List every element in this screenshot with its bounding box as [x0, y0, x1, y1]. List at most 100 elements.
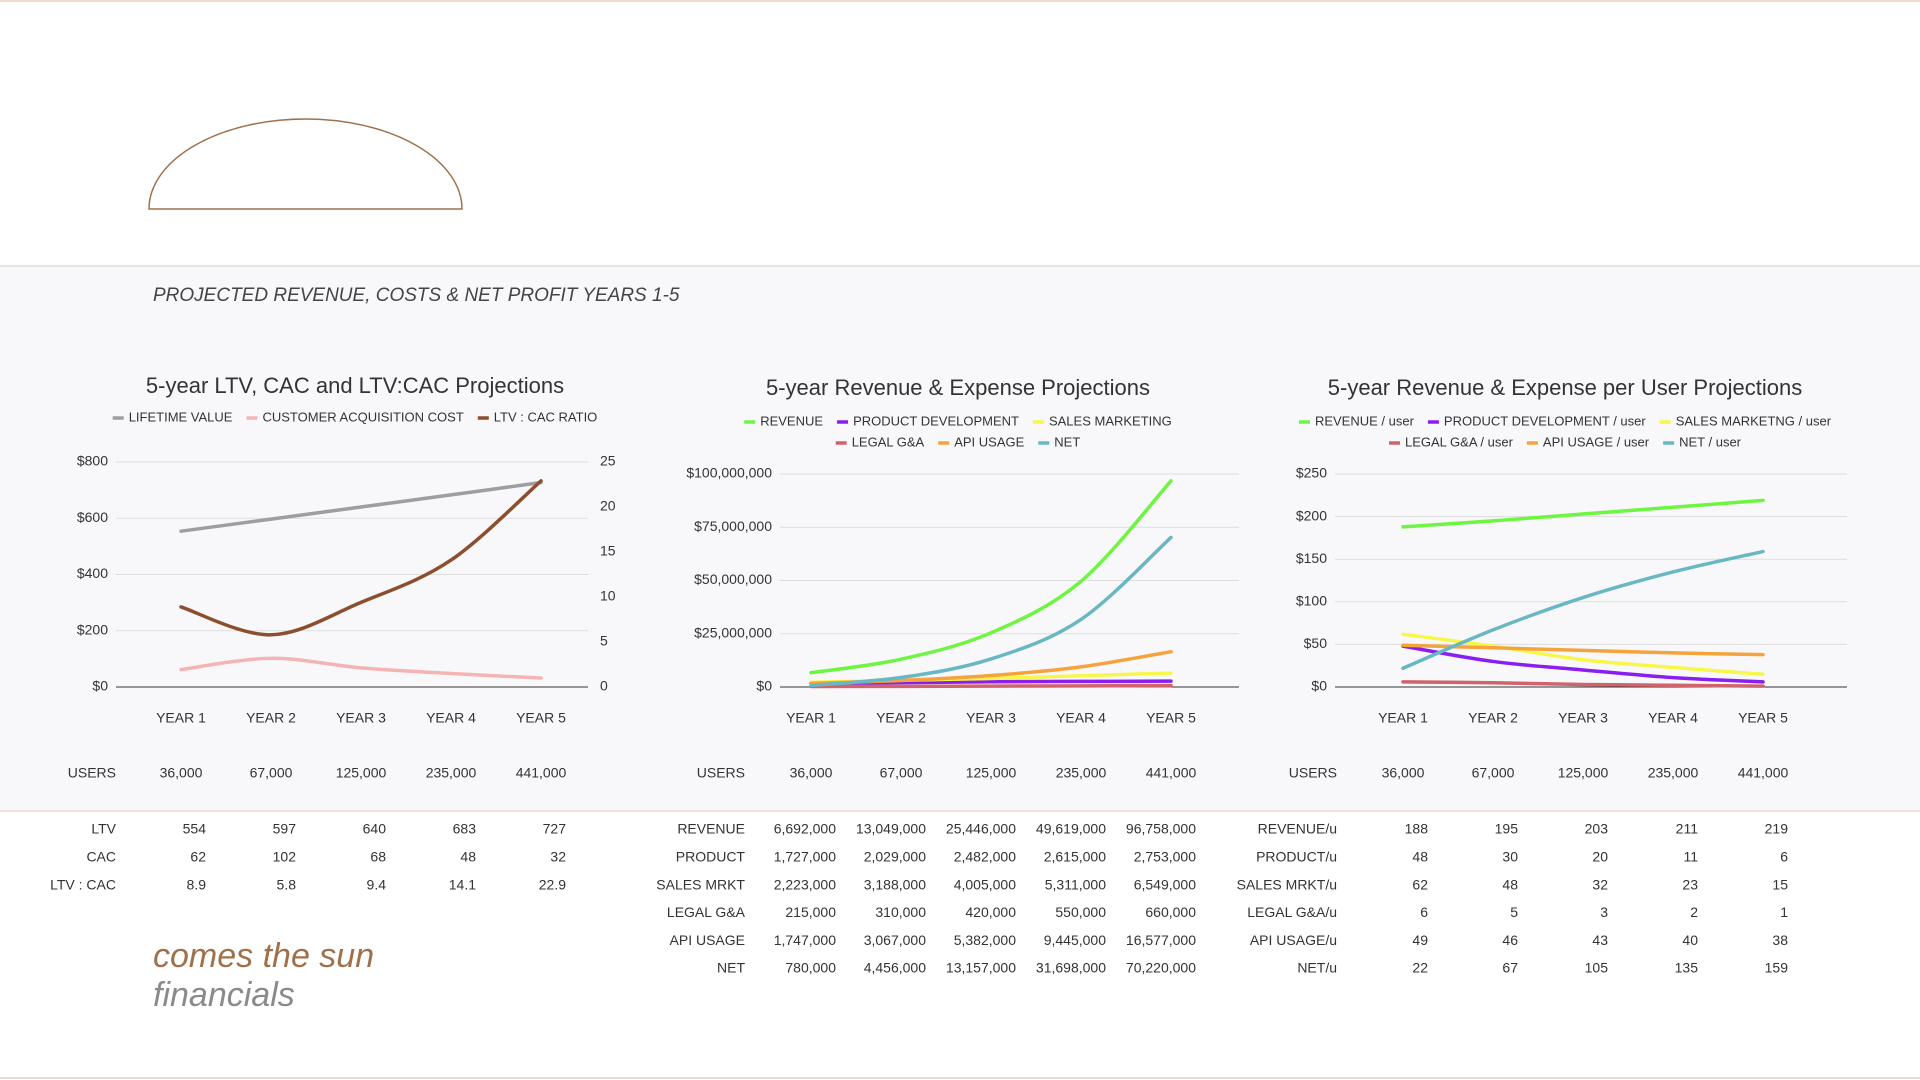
table-row-label: PRODUCT/u [1256, 849, 1337, 865]
y-tick-label: $0 [92, 678, 108, 694]
y-tick-label: $150 [1296, 550, 1327, 566]
table-value: 14.1 [449, 876, 476, 892]
table-value: 13,049,000 [856, 821, 926, 837]
table-value: 727 [543, 821, 567, 837]
users-value: 67,000 [1472, 765, 1515, 781]
y2-tick-label: 0 [600, 678, 608, 694]
table-value: 22.9 [539, 876, 566, 892]
table-value: 219 [1765, 821, 1789, 837]
table-row-label: LTV : CAC [50, 876, 116, 892]
x-tick-label: YEAR 2 [876, 710, 926, 726]
x-tick-label: YEAR 1 [156, 710, 206, 726]
table-row-label: SALES MRKT/u [1237, 876, 1337, 892]
y-tick-label: $50 [1304, 635, 1328, 651]
y-tick-label: $25,000,000 [694, 624, 772, 640]
legend-label: PRODUCT DEVELOPMENT / user [1444, 413, 1646, 428]
table-value: 2,615,000 [1044, 849, 1106, 865]
users-value: 235,000 [1648, 765, 1699, 781]
brand-name: comes the sun [153, 937, 374, 975]
x-tick-label: YEAR 5 [516, 710, 566, 726]
table-value: 2,753,000 [1134, 849, 1196, 865]
table-value: 597 [273, 821, 297, 837]
legend-label: REVENUE [760, 413, 823, 428]
series-line [1401, 680, 1765, 688]
table-value: 195 [1495, 821, 1519, 837]
table-value: 9,445,000 [1044, 932, 1106, 948]
chart-title: 5-year LTV, CAC and LTV:CAC Projections [146, 373, 564, 398]
users-value: 125,000 [1558, 765, 1609, 781]
table-value: 49 [1412, 932, 1428, 948]
table-row-label: LEGAL G&A [667, 904, 746, 920]
table-value: 1,727,000 [774, 849, 836, 865]
users-value: 125,000 [966, 765, 1017, 781]
table-value: 660,000 [1145, 904, 1196, 920]
chart-title: 5-year Revenue & Expense Projections [766, 375, 1150, 400]
table-row-label: PRODUCT [676, 849, 746, 865]
table-value: 48 [1412, 849, 1428, 865]
series-line [179, 479, 543, 637]
legend-label: NET / user [1679, 434, 1742, 449]
y-tick-label: $100 [1296, 593, 1327, 609]
table-value: 159 [1765, 960, 1789, 976]
x-tick-label: YEAR 3 [966, 710, 1016, 726]
table-value: 4,005,000 [954, 876, 1016, 892]
chart-panel [0, 266, 1920, 811]
table-value: 2 [1690, 904, 1698, 920]
table-value: 6 [1420, 904, 1428, 920]
table-value: 683 [453, 821, 477, 837]
table-value: 188 [1405, 821, 1429, 837]
series-line [179, 480, 543, 533]
legend-label: API USAGE / user [1543, 434, 1650, 449]
legend-label: LTV : CAC RATIO [494, 409, 598, 424]
table-value: 5 [1510, 904, 1518, 920]
table-value: 211 [1676, 821, 1699, 837]
chart-title: 5-year Revenue & Expense per User Projec… [1328, 375, 1802, 400]
table-value: 6,692,000 [774, 821, 836, 837]
table-value: 5.8 [277, 876, 297, 892]
series-line [809, 683, 1173, 689]
brand-subtitle: financials [153, 976, 295, 1014]
table-value: 49,619,000 [1036, 821, 1106, 837]
legend-label: CUSTOMER ACQUISITION COST [262, 409, 463, 424]
table-value: 640 [363, 821, 387, 837]
table-value: 38 [1772, 932, 1788, 948]
x-tick-label: YEAR 2 [246, 710, 296, 726]
table-value: 48 [460, 849, 476, 865]
table-row-label: LTV [91, 821, 116, 837]
table-value: 1 [1780, 904, 1788, 920]
y-tick-label: $200 [77, 621, 108, 637]
table-value: 215,000 [785, 904, 836, 920]
legend-label: PRODUCT DEVELOPMENT [853, 413, 1019, 428]
table-value: 8.9 [187, 876, 207, 892]
users-value: 67,000 [880, 765, 923, 781]
y2-tick-label: 20 [600, 498, 616, 514]
table-value: 5,311,000 [1045, 876, 1106, 892]
table-value: 32 [550, 849, 566, 865]
table-value: 15 [1772, 876, 1788, 892]
table-value: 13,157,000 [946, 960, 1016, 976]
y-tick-label: $250 [1296, 465, 1327, 481]
y-tick-label: $100,000,000 [686, 465, 772, 481]
table-value: 6 [1780, 849, 1788, 865]
table-value: 25,446,000 [946, 821, 1016, 837]
table-value: 11 [1683, 849, 1698, 865]
users-value: 235,000 [1056, 765, 1107, 781]
users-value: 441,000 [516, 765, 567, 781]
table-value: 4,456,000 [864, 960, 926, 976]
users-label: USERS [697, 765, 745, 781]
table-value: 30 [1502, 849, 1518, 865]
table-value: 23 [1682, 876, 1698, 892]
legend-label: LEGAL G&A [852, 434, 925, 449]
legend-label: NET [1054, 434, 1080, 449]
x-tick-label: YEAR 1 [786, 710, 836, 726]
table-value: 2,029,000 [864, 849, 926, 865]
table-row-label: NET [717, 960, 745, 976]
table-value: 1,747,000 [774, 932, 836, 948]
table-value: 3,188,000 [864, 876, 926, 892]
y2-tick-label: 25 [600, 453, 616, 469]
table-value: 310,000 [875, 904, 926, 920]
y-tick-label: $400 [77, 565, 108, 581]
table-value: 43 [1592, 932, 1608, 948]
table-value: 31,698,000 [1036, 960, 1106, 976]
